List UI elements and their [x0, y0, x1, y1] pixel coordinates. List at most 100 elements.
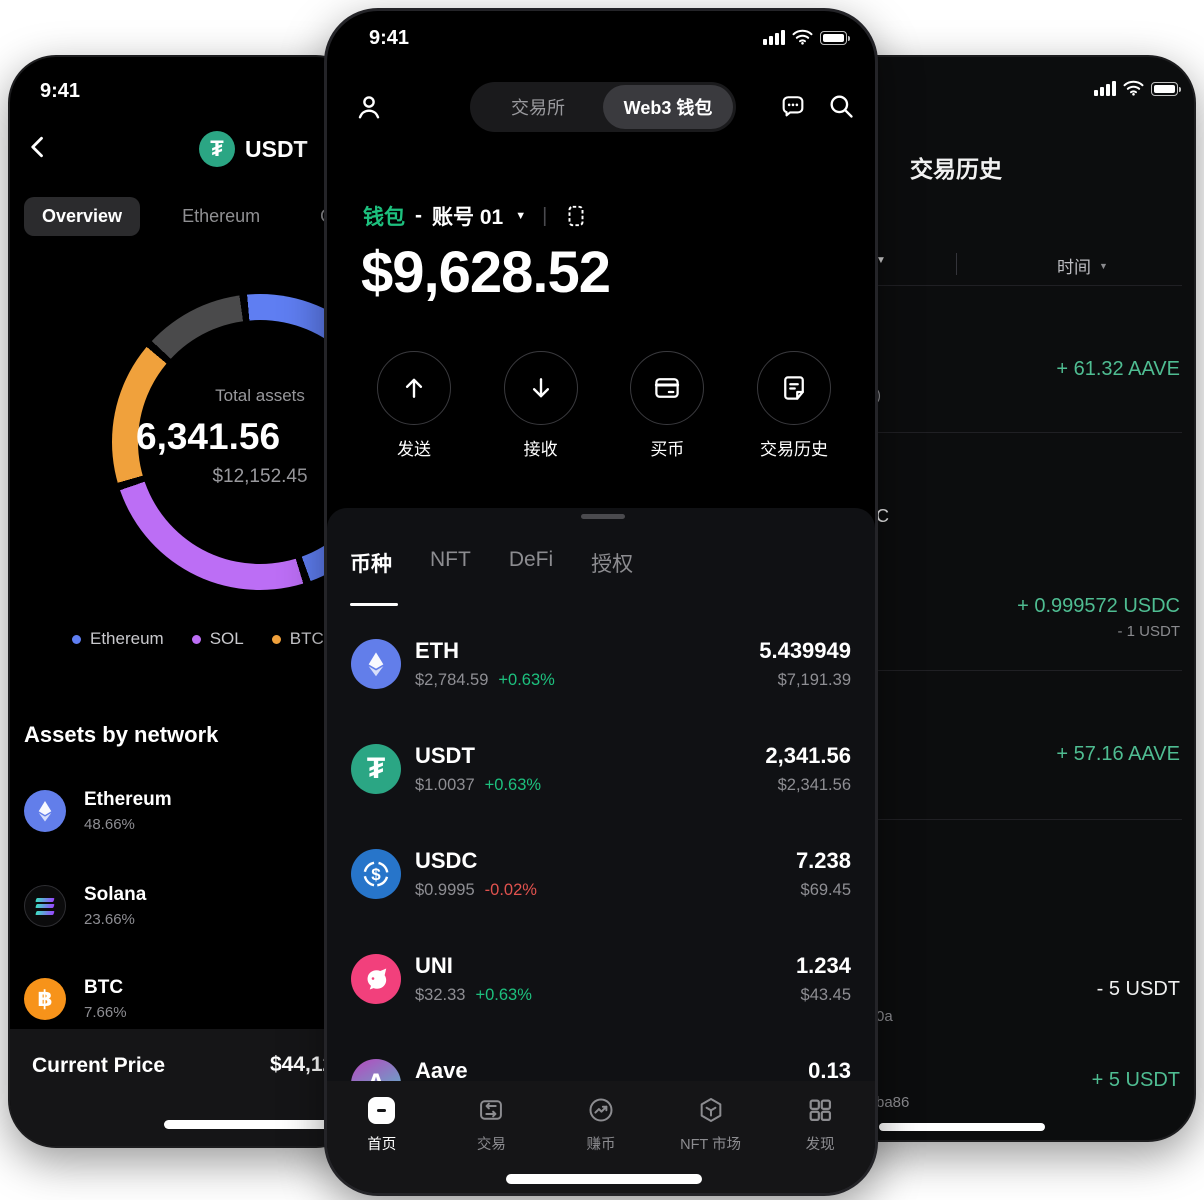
nav-earn[interactable]: 赚币: [546, 1095, 656, 1193]
signal-icon: [1094, 81, 1116, 96]
token-row-usdt[interactable]: ₮ USDT $1.0037 +0.63% 2,341.56 $2,341.56: [327, 716, 875, 821]
clipped-text-fragment: ba86: [876, 1094, 910, 1111]
filter-caret-fragment[interactable]: ▼: [876, 255, 886, 266]
home-indicator[interactable]: [164, 1120, 350, 1129]
account-selector[interactable]: 钱包 - 账号 01 ▼ |: [363, 201, 589, 231]
search-icon[interactable]: [827, 92, 855, 120]
network-row-solana[interactable]: Solana 23.66%: [24, 884, 146, 928]
token-amount: 7.238: [795, 847, 851, 873]
back-icon[interactable]: [24, 133, 52, 161]
tx-amount[interactable]: + 0.999572 USDC: [1017, 595, 1180, 617]
tx-amount[interactable]: + 57.16 AAVE: [1056, 743, 1180, 765]
legend-sol: SOL: [191, 629, 244, 649]
home-indicator[interactable]: [506, 1174, 702, 1184]
divider: [832, 670, 1182, 671]
legend-ethereum: Ethereum: [72, 629, 164, 649]
tab-exchange[interactable]: 交易所: [511, 98, 565, 118]
token-list: ETH $2,784.59 +0.63% 5.439949 $7,191.39 ₮…: [327, 611, 875, 1136]
svg-text:$: $: [371, 864, 381, 883]
nav-nft-market[interactable]: NFT 市场: [656, 1095, 766, 1193]
token-header: ₮ USDT: [199, 131, 308, 167]
ethereum-icon: [24, 790, 66, 832]
token-symbol: USDC: [415, 847, 478, 873]
divider: |: [542, 204, 548, 227]
token-price: $2,784.59: [415, 670, 489, 689]
nav-discover[interactable]: 发现: [765, 1095, 875, 1193]
left-status-time: 9:41: [40, 80, 81, 102]
uni-icon: [351, 953, 401, 1004]
battery-icon: [820, 31, 850, 45]
nav-label: 首页: [367, 1137, 397, 1153]
clipped-text-fragment: ): [876, 387, 881, 404]
action-label: 发送: [397, 440, 431, 459]
tab-overview[interactable]: Overview: [24, 197, 141, 236]
token-value: $7,191.39: [777, 670, 851, 689]
history-button[interactable]: 交易历史: [739, 351, 849, 460]
scan-icon[interactable]: [563, 203, 589, 229]
nav-trade[interactable]: 交易: [437, 1095, 547, 1193]
send-button[interactable]: 发送: [359, 351, 469, 460]
token-row-usdc[interactable]: $ USDC $0.9995 -0.02% 7.238 $69.45: [327, 821, 875, 926]
sheet-tab-bar: 币种 NFT DeFi 授权: [350, 548, 633, 578]
drag-handle[interactable]: [581, 514, 625, 519]
tx-amount[interactable]: - 5 USDT: [1096, 978, 1180, 1000]
signal-icon: [763, 30, 785, 45]
phone-left: 9:41 ₮ USDT Overview Ethereum O Total as…: [8, 55, 364, 1148]
arrow-up-icon: [377, 351, 451, 425]
tab-defi[interactable]: DeFi: [508, 548, 554, 571]
nav-label: 发现: [805, 1137, 835, 1153]
nav-home[interactable]: 首页: [327, 1095, 437, 1193]
tab-approvals[interactable]: 授权: [591, 553, 634, 576]
action-label: 买币: [650, 440, 685, 459]
history-title: 交易历史: [910, 156, 1002, 182]
nav-label: 交易: [476, 1137, 506, 1153]
token-change: +0.63%: [498, 670, 555, 689]
legend-dot-btc: [271, 634, 281, 644]
token-symbol: Aave: [415, 1057, 468, 1083]
time-filter-label: 时间: [1057, 258, 1091, 277]
network-name: Ethereum: [84, 789, 172, 810]
wifi-icon: [1123, 80, 1144, 96]
token-change: +0.63%: [484, 775, 542, 794]
tab-nft[interactable]: NFT: [430, 548, 471, 571]
account-label: 账号 01: [432, 206, 504, 229]
tab-ethereum[interactable]: Ethereum: [182, 206, 261, 226]
chat-icon[interactable]: [779, 92, 807, 120]
divider: [832, 432, 1182, 433]
network-row-btc[interactable]: ฿ BTC 7.66%: [24, 977, 127, 1021]
total-assets-value: 6,341.56: [136, 416, 281, 457]
token-row-eth[interactable]: ETH $2,784.59 +0.63% 5.439949 $7,191.39: [327, 611, 875, 716]
center-screen: 9:41 交易所 Web3 钱包: [327, 11, 875, 1193]
status-time: 9:41: [369, 27, 410, 49]
token-row-uni[interactable]: UNI $32.33 +0.63% 1.234 $43.45: [327, 926, 875, 1031]
left-screen: 9:41 ₮ USDT Overview Ethereum O Total as…: [10, 57, 362, 1146]
filter-divider: [956, 253, 957, 275]
assets-by-network-title: Assets by network: [24, 722, 219, 747]
caret-down-icon: ▼: [515, 210, 527, 222]
buy-crypto-button[interactable]: 买币: [612, 351, 722, 460]
bottom-nav: 首页 交易 赚币 NF: [327, 1081, 875, 1193]
legend-label-sol: SOL: [209, 629, 244, 648]
clipped-text-fragment: C: [876, 506, 889, 526]
network-row-ethereum[interactable]: Ethereum 48.66%: [24, 789, 172, 833]
btc-icon: ฿: [24, 978, 66, 1020]
tab-web3-wallet[interactable]: Web3 钱包: [603, 85, 733, 129]
tx-amount[interactable]: + 5 USDT: [1091, 1069, 1180, 1091]
home-indicator[interactable]: [879, 1123, 1045, 1131]
receive-button[interactable]: 接收: [486, 351, 596, 460]
card-icon: [630, 351, 705, 425]
tab-coins[interactable]: 币种: [350, 553, 392, 576]
time-filter-dropdown[interactable]: 时间 ▼: [1057, 253, 1108, 278]
phone-right: 交易历史 ▼ 时间 ▼ + 61.32 AAVE ) C + 0.999572 …: [830, 55, 1196, 1142]
phone-center: 9:41 交易所 Web3 钱包: [324, 8, 878, 1196]
tx-amount[interactable]: + 61.32 AAVE: [1056, 358, 1180, 380]
network-name: BTC: [84, 977, 124, 998]
token-price: $0.9995: [415, 880, 475, 899]
legend-dot-sol: [191, 634, 201, 644]
profile-icon[interactable]: [354, 92, 384, 122]
total-assets-fiat: $12,152.45: [212, 466, 308, 487]
right-screen: 交易历史 ▼ 时间 ▼ + 61.32 AAVE ) C + 0.999572 …: [832, 57, 1194, 1140]
header: 交易所 Web3 钱包: [327, 81, 875, 137]
token-value: $43.45: [800, 985, 851, 1004]
eth-icon: [351, 638, 401, 689]
